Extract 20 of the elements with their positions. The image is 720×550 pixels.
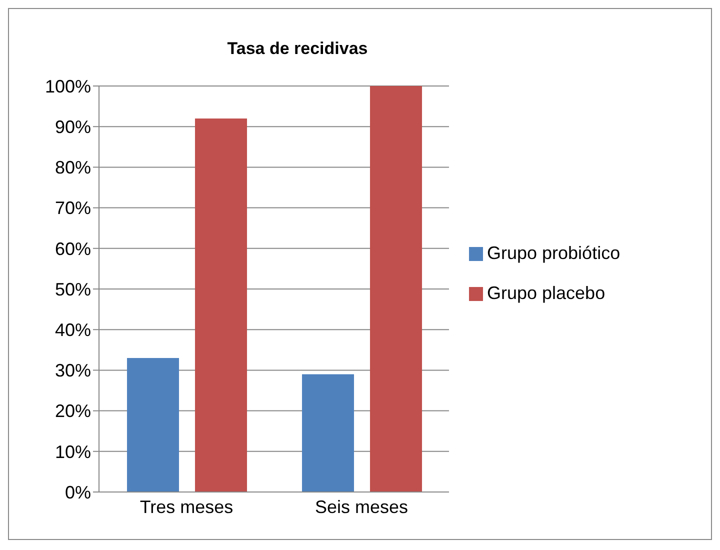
y-tick-label: 10% [54, 442, 91, 462]
bar [302, 374, 354, 492]
y-tick-label: 0% [64, 482, 91, 502]
y-tick-label: 50% [54, 279, 91, 300]
y-tick-label: 30% [54, 360, 91, 381]
y-tick-label: 80% [54, 158, 91, 178]
bar [370, 86, 422, 492]
bar [127, 358, 179, 492]
y-tick-label: 100% [44, 76, 91, 96]
legend-label: Grupo placebo [487, 283, 606, 303]
bar [195, 118, 247, 492]
y-tick-label: 20% [54, 401, 91, 422]
x-tick-label: Tres meses [140, 496, 234, 517]
y-tick-label: 60% [54, 238, 91, 259]
legend-label: Grupo probiótico [487, 243, 620, 263]
chart-title: Tasa de recidivas [226, 39, 369, 59]
x-tick-label: Seis meses [314, 496, 408, 517]
y-tick-label: 40% [54, 320, 91, 340]
y-tick-label: 70% [54, 198, 91, 218]
y-tick-label: 90% [54, 116, 91, 137]
